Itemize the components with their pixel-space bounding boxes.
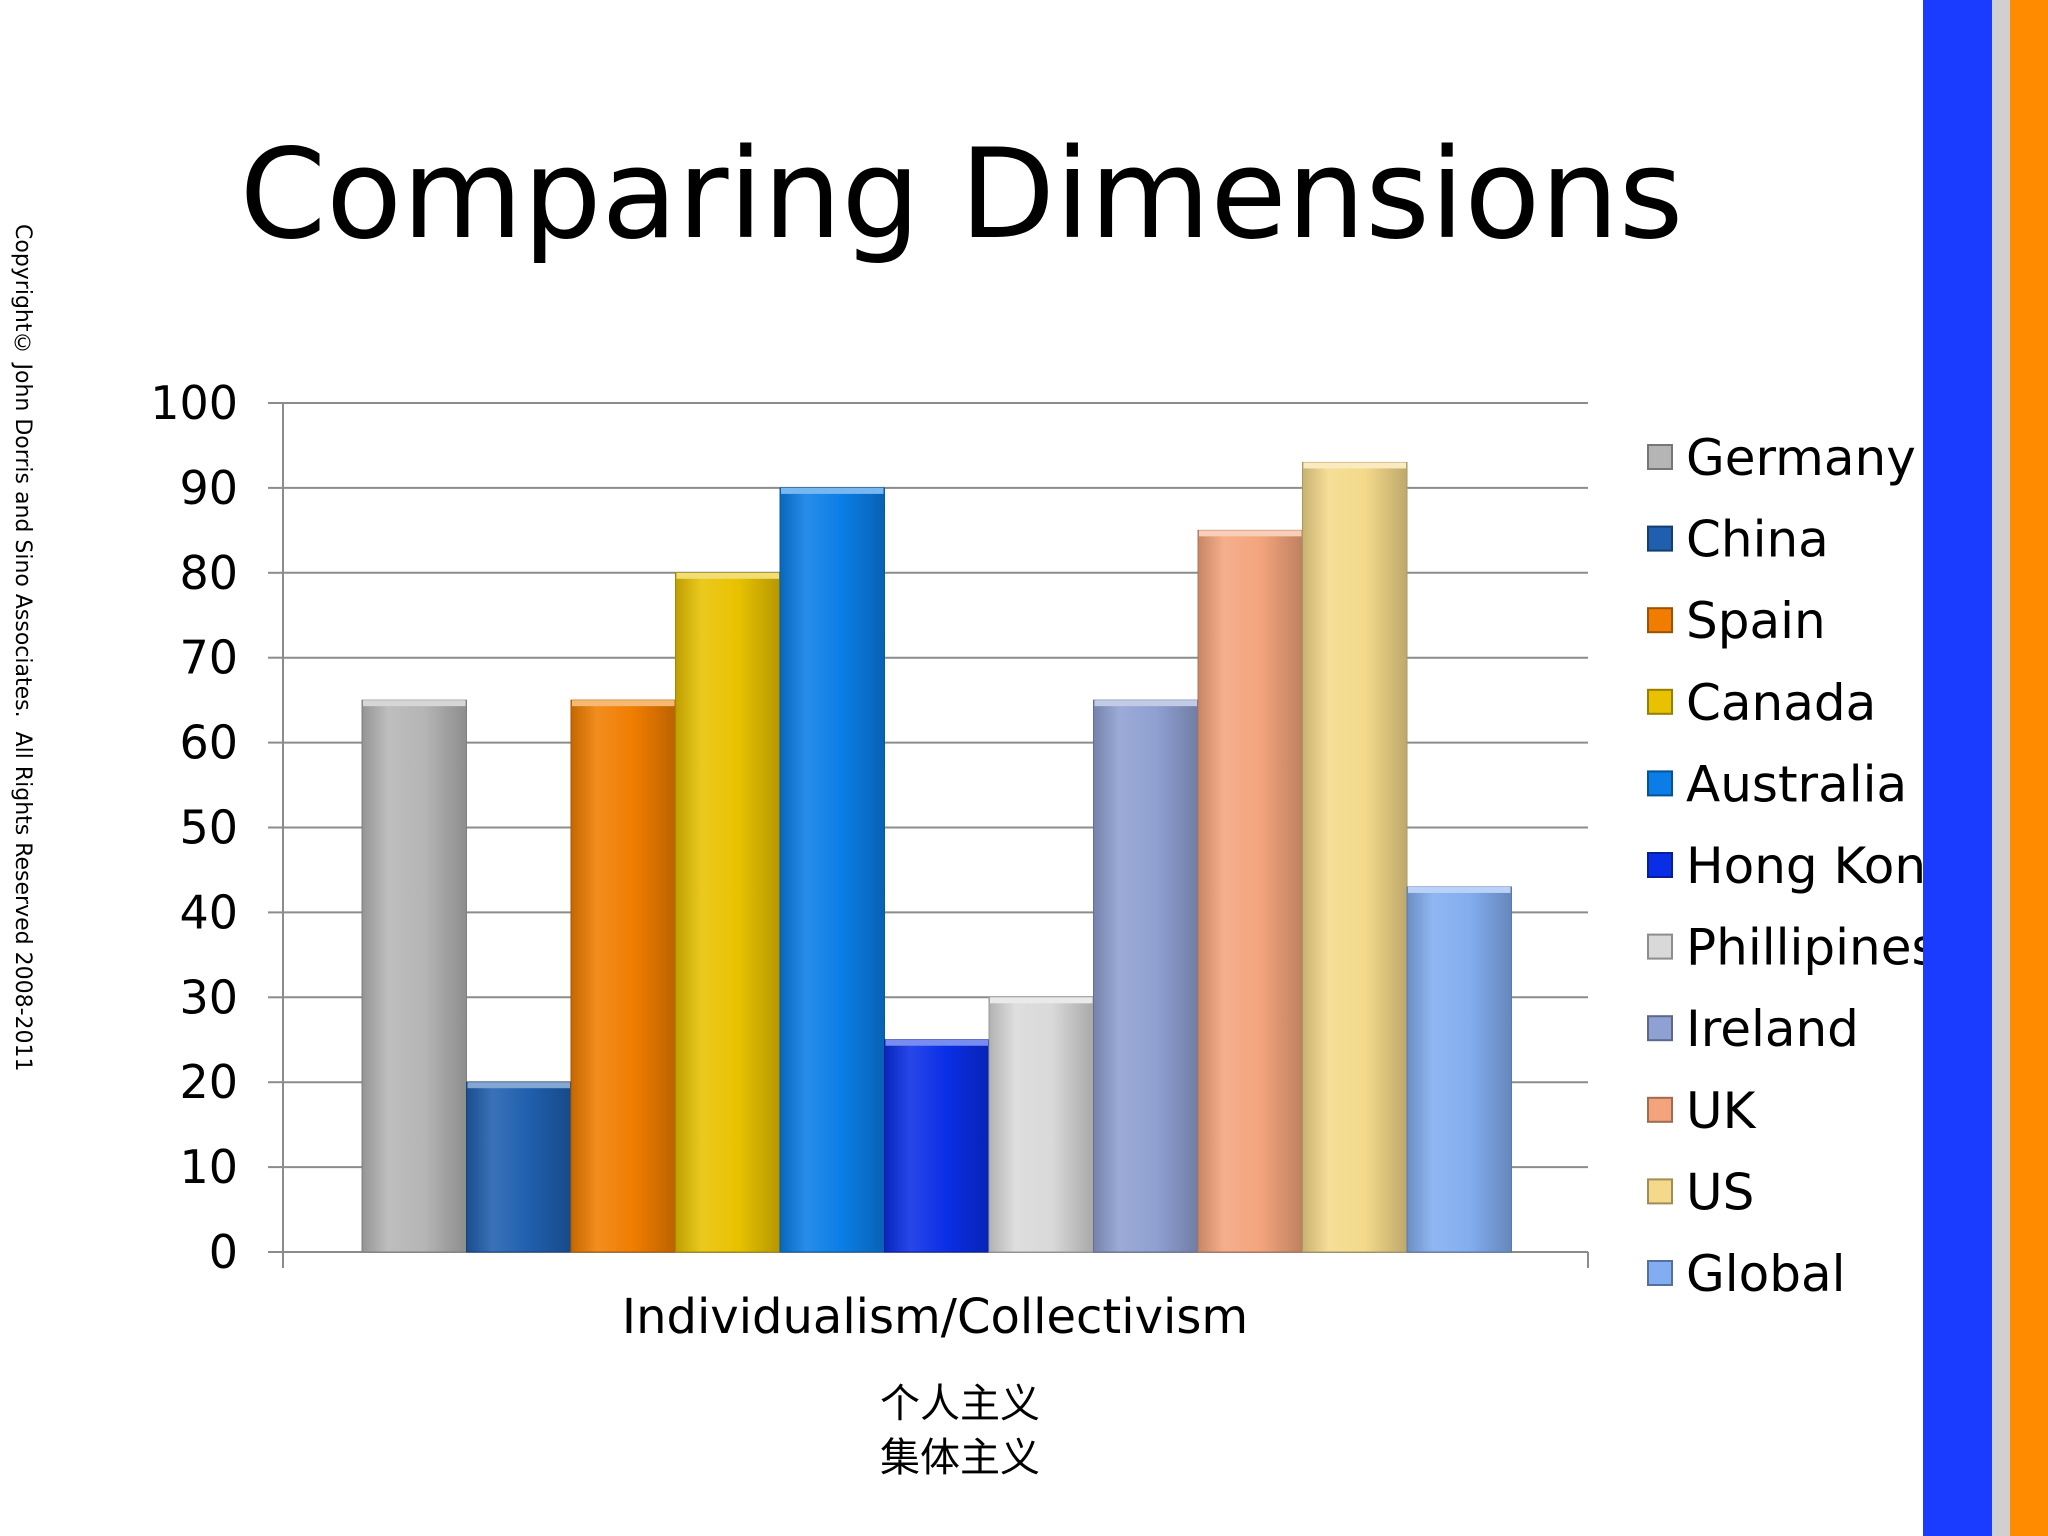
bar-top-highlight xyxy=(676,572,779,579)
legend-label: Canada xyxy=(1686,674,1876,732)
legend-swatch xyxy=(1647,444,1673,470)
bar-china xyxy=(466,1081,572,1253)
copyright-notice: Copyright© John Dorris and Sino Associat… xyxy=(10,224,35,1072)
bar-top-highlight xyxy=(467,1082,570,1089)
subtitle-line-1: 个人主义 xyxy=(880,1381,1040,1427)
legend-swatch xyxy=(1647,1178,1673,1205)
y-tick-label: 0 xyxy=(209,1225,238,1279)
y-tick-label: 40 xyxy=(179,885,238,939)
y-tick-label: 60 xyxy=(179,716,238,770)
accent-stripe-orange xyxy=(2010,0,2048,1536)
y-tick-label: 70 xyxy=(179,631,238,685)
y-tick-label: 30 xyxy=(179,970,238,1024)
legend-swatch xyxy=(1647,688,1673,715)
legend-label: Spain xyxy=(1686,592,1826,650)
bar-top-highlight xyxy=(1199,530,1302,537)
bar-top-highlight xyxy=(1303,462,1406,469)
legend-label: US xyxy=(1686,1163,1754,1221)
legend-swatch xyxy=(1647,933,1673,960)
y-tick-label: 80 xyxy=(179,546,238,600)
bar-top-highlight xyxy=(885,1039,988,1046)
bar-germany xyxy=(361,699,467,1253)
bar-top-highlight xyxy=(781,487,884,494)
bar-top-highlight xyxy=(1094,700,1197,707)
legend-swatch xyxy=(1647,770,1673,797)
bar-global xyxy=(1406,886,1512,1253)
legend-label: Germany xyxy=(1686,429,1916,487)
y-tick-label: 50 xyxy=(179,801,238,855)
legend-label: Ireland xyxy=(1686,1000,1859,1058)
subtitle-line-2: 集体主义 xyxy=(880,1435,1040,1481)
bar-hong-kong xyxy=(884,1039,990,1253)
y-tick-label: 10 xyxy=(179,1140,238,1194)
slide-title: Comparing Dimensions xyxy=(239,123,1684,267)
legend-swatch xyxy=(1647,607,1673,634)
legend-label: Hong Kong xyxy=(1686,837,1923,895)
bar-uk xyxy=(1197,529,1303,1253)
bar-spain xyxy=(570,699,676,1253)
legend-label: UK xyxy=(1686,1082,1757,1140)
bar-australia xyxy=(779,487,885,1253)
bar-chart: 0 10 20 30 40 50 60 70 80 90 100 Individualism/Coll… xyxy=(150,376,1923,1345)
bar-canada xyxy=(675,572,781,1253)
bar-top-highlight xyxy=(1408,886,1511,893)
y-tick-label: 90 xyxy=(179,461,238,515)
accent-stripe-blue xyxy=(1923,0,1992,1536)
bar-us xyxy=(1302,461,1408,1253)
legend-label: Global xyxy=(1686,1245,1846,1303)
x-category-label: Individualism/Collectivism xyxy=(622,1289,1248,1345)
legend-label: China xyxy=(1686,511,1829,569)
bar-ireland xyxy=(1093,699,1199,1253)
legend-swatch xyxy=(1647,525,1673,552)
bar-phillipines xyxy=(988,996,1094,1253)
y-tick-label: 20 xyxy=(179,1055,238,1109)
legend-label: Phillipines xyxy=(1686,919,1923,977)
bar-top-highlight xyxy=(363,700,466,707)
legend-swatch xyxy=(1647,1260,1673,1286)
legend-label: Australia xyxy=(1686,755,1907,813)
legend-swatch xyxy=(1647,1096,1673,1123)
bar-top-highlight xyxy=(572,700,675,707)
bar-top-highlight xyxy=(990,997,1093,1004)
legend-swatch xyxy=(1647,852,1673,878)
y-tick-label: 100 xyxy=(150,376,238,430)
accent-stripe-gray xyxy=(1992,0,2010,1536)
legend-swatch xyxy=(1647,1015,1673,1042)
